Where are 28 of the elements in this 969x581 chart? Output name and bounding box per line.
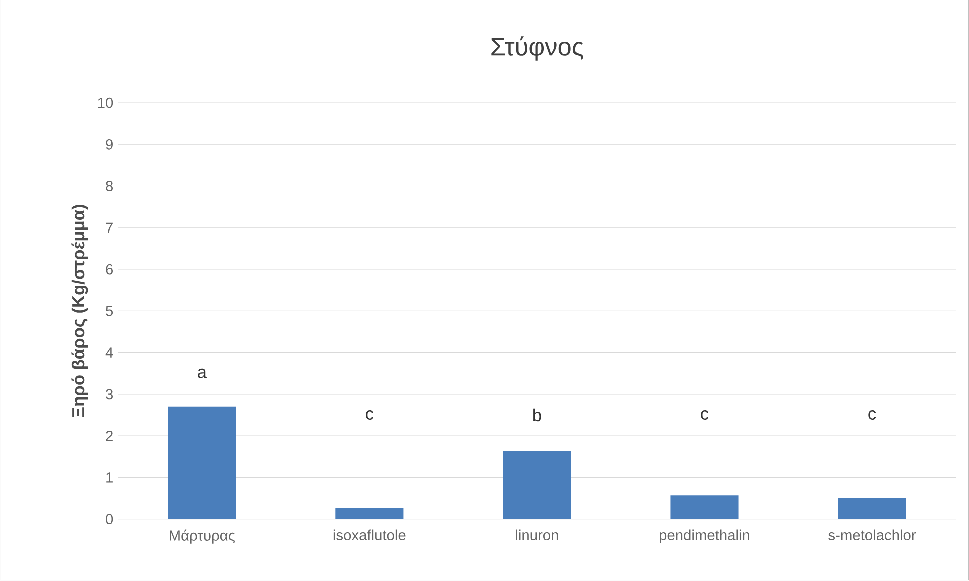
bar	[670, 496, 739, 520]
y-tick-label: 0	[106, 514, 114, 525]
y-tick-label: 9	[106, 140, 113, 150]
y-tick-label: 1	[106, 472, 113, 483]
y-tick-label: 4	[106, 348, 114, 358]
bar	[168, 407, 236, 520]
x-tick-label: isoxaflutole	[334, 530, 406, 541]
y-axis-title: Ξηρό βάρος (Kg/στρέμμα)	[72, 205, 88, 418]
x-tick-label: linuron	[516, 530, 558, 541]
y-tick-label: 2	[106, 431, 113, 442]
y-tick-label: 6	[106, 264, 114, 275]
y-tick-label: 8	[106, 181, 114, 192]
y-tick-label: 5	[106, 306, 114, 316]
annotation: c	[366, 410, 374, 420]
annotation: c	[868, 410, 876, 420]
bar	[503, 452, 572, 520]
y-tick-label: 7	[106, 223, 113, 234]
y-tick-label: 10	[98, 98, 114, 108]
annotation: c	[701, 410, 709, 420]
x-tick-label: s-metolachlor	[828, 530, 916, 541]
bar	[838, 498, 906, 520]
x-tick-label: pendimethalin	[660, 530, 750, 544]
x-tick-label: Μάρτυρας	[170, 530, 235, 544]
y-tick-label: 3	[106, 389, 114, 400]
annotation: a	[198, 369, 207, 379]
bar	[336, 508, 404, 520]
chart-title: Στύφνος	[492, 36, 584, 62]
annotation: b	[533, 409, 542, 422]
